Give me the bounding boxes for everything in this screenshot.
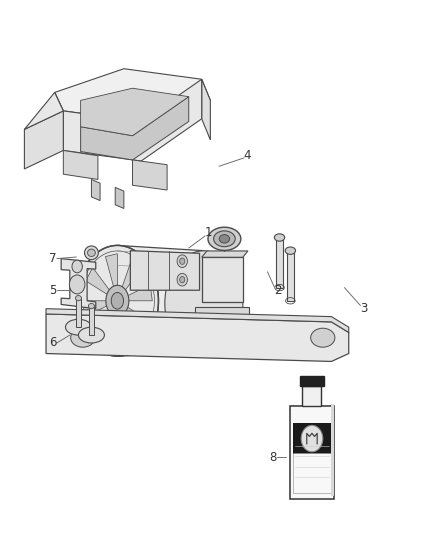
- Polygon shape: [55, 69, 210, 122]
- Bar: [300, 376, 324, 386]
- Polygon shape: [64, 150, 98, 180]
- Polygon shape: [276, 238, 283, 288]
- Ellipse shape: [208, 227, 241, 251]
- Polygon shape: [117, 245, 204, 356]
- Ellipse shape: [111, 293, 124, 309]
- Polygon shape: [202, 257, 243, 302]
- Text: 3: 3: [360, 302, 367, 315]
- Polygon shape: [115, 188, 124, 208]
- Ellipse shape: [88, 249, 95, 256]
- Polygon shape: [64, 79, 202, 161]
- Text: 6: 6: [49, 336, 56, 350]
- Ellipse shape: [177, 273, 187, 286]
- Polygon shape: [92, 180, 100, 200]
- Bar: [293, 453, 331, 494]
- Text: 7: 7: [49, 252, 56, 265]
- Bar: [331, 403, 334, 496]
- Polygon shape: [93, 311, 113, 343]
- Polygon shape: [131, 251, 200, 290]
- Ellipse shape: [85, 246, 99, 260]
- Ellipse shape: [219, 235, 230, 243]
- Ellipse shape: [71, 328, 95, 347]
- Ellipse shape: [180, 258, 185, 264]
- Polygon shape: [133, 160, 167, 190]
- Ellipse shape: [75, 295, 81, 301]
- Bar: [303, 386, 321, 406]
- Ellipse shape: [214, 231, 235, 247]
- Polygon shape: [86, 268, 110, 295]
- Text: 8: 8: [269, 451, 277, 464]
- Polygon shape: [82, 301, 108, 317]
- Polygon shape: [25, 92, 64, 130]
- Bar: [290, 406, 334, 498]
- Ellipse shape: [274, 234, 285, 241]
- Polygon shape: [46, 314, 349, 361]
- Polygon shape: [117, 314, 129, 348]
- Ellipse shape: [301, 425, 323, 452]
- Polygon shape: [55, 92, 64, 150]
- Text: 1: 1: [205, 225, 212, 239]
- Text: 2: 2: [274, 284, 281, 297]
- Ellipse shape: [72, 260, 82, 273]
- Text: 4: 4: [244, 149, 251, 162]
- Ellipse shape: [285, 247, 296, 254]
- Ellipse shape: [69, 275, 85, 294]
- Ellipse shape: [66, 319, 92, 335]
- Ellipse shape: [76, 245, 159, 356]
- Polygon shape: [25, 111, 64, 169]
- Bar: [293, 423, 331, 454]
- Ellipse shape: [106, 285, 129, 316]
- Polygon shape: [76, 298, 81, 327]
- Polygon shape: [46, 309, 349, 333]
- Polygon shape: [89, 306, 94, 335]
- Ellipse shape: [88, 303, 95, 309]
- Polygon shape: [202, 251, 248, 257]
- Polygon shape: [61, 259, 96, 309]
- Polygon shape: [202, 79, 210, 140]
- Text: 5: 5: [49, 284, 56, 297]
- Ellipse shape: [180, 277, 185, 283]
- Ellipse shape: [165, 251, 243, 356]
- Ellipse shape: [177, 255, 187, 268]
- Ellipse shape: [311, 328, 335, 347]
- Polygon shape: [125, 306, 149, 334]
- Ellipse shape: [78, 327, 104, 343]
- Polygon shape: [81, 96, 189, 160]
- Polygon shape: [287, 251, 294, 301]
- Polygon shape: [81, 88, 189, 136]
- Polygon shape: [195, 308, 249, 316]
- Polygon shape: [127, 285, 152, 301]
- Polygon shape: [122, 258, 142, 291]
- Polygon shape: [106, 254, 117, 288]
